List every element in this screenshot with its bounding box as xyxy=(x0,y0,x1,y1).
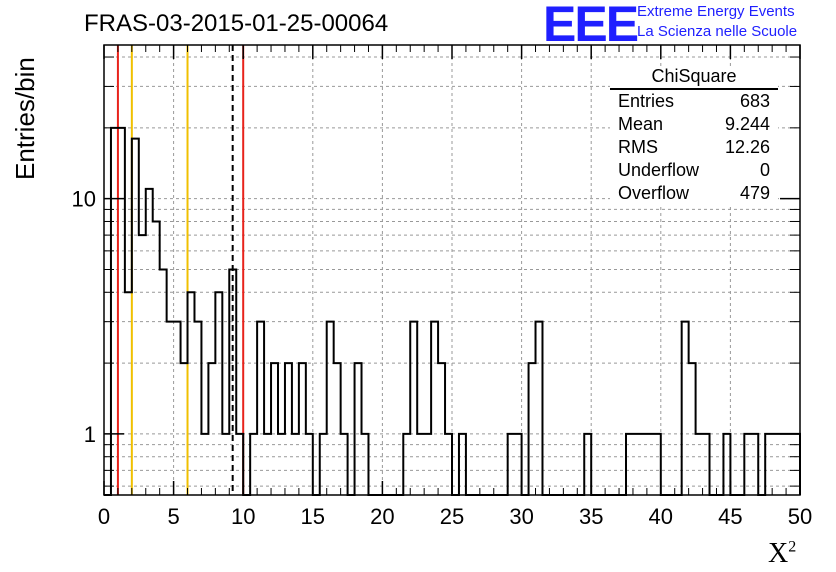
stats-row-overflow: Overflow 479 xyxy=(618,183,770,203)
histogram-bin-4 xyxy=(139,235,146,495)
stats-row-underflow: Underflow 0 xyxy=(618,160,770,180)
histogram-bin-1 xyxy=(118,128,125,495)
y-tick-label: 10 xyxy=(72,187,96,212)
reference-lines xyxy=(116,45,245,495)
histogram-bin-8 xyxy=(167,322,174,495)
histogram-bin-45 xyxy=(536,322,543,495)
stats-row-entries: Entries 683 xyxy=(618,91,770,111)
x-tick-label: 20 xyxy=(370,504,394,529)
histogram-bin-52 xyxy=(682,322,689,495)
histogram-bin-7 xyxy=(160,269,167,495)
histogram-bin-12 xyxy=(194,322,201,495)
histogram-bin-20 xyxy=(257,322,264,495)
x-axis-label: X2 xyxy=(768,538,797,569)
x-tick-label: 35 xyxy=(579,504,603,529)
plot-title: FRAS-03-2015-01-25-00064 xyxy=(84,10,389,37)
x-tick-label: 50 xyxy=(788,504,812,529)
stats-row-rms: RMS 12.26 xyxy=(618,137,770,157)
histogram-bin-35 xyxy=(410,322,417,495)
histogram-bin-44 xyxy=(529,363,536,495)
x-tick-label: 30 xyxy=(509,504,533,529)
histogram-bin-29 xyxy=(327,322,334,495)
histogram-bin-38 xyxy=(431,322,438,495)
histogram-bin-0 xyxy=(111,128,118,495)
histogram-bin-32 xyxy=(355,363,362,495)
histogram-bin-11 xyxy=(188,292,195,495)
histogram-bin-6 xyxy=(153,221,160,495)
histogram-bin-39 xyxy=(438,363,445,495)
y-axis: 1 10 xyxy=(72,56,800,487)
histogram-bin-30 xyxy=(334,363,341,495)
histogram-bin-2 xyxy=(125,292,132,495)
x-tick-label: 25 xyxy=(440,504,464,529)
stats-box: ChiSquare Entries 683 Mean 9.244 RMS 12.26 … xyxy=(610,66,778,205)
x-tick-label: 45 xyxy=(718,504,742,529)
histogram-bin-26 xyxy=(299,363,306,495)
logo-subtitle-1: Extreme Energy Events xyxy=(637,3,795,20)
histogram-bin-53 xyxy=(689,363,696,495)
histogram-bin-22 xyxy=(271,363,278,495)
x-tick-label: 15 xyxy=(301,504,325,529)
stats-row-mean: Mean 9.244 xyxy=(618,114,770,134)
histogram-bin-10 xyxy=(181,363,188,495)
x-tick-label: 40 xyxy=(649,504,673,529)
histogram-bin-15 xyxy=(215,292,222,495)
x-tick-label: 0 xyxy=(98,504,110,529)
logo-subtitle-2: La Scienza nelle Scuole xyxy=(637,23,798,40)
histogram-bin-24 xyxy=(285,363,292,495)
x-axis: 0 5 10 15 20 25 30 35 40 45 50 xyxy=(98,45,812,529)
y-tick-label: 1 xyxy=(84,422,96,447)
stats-title: ChiSquare xyxy=(610,66,778,90)
y-axis-label: Entries/bin xyxy=(10,57,40,180)
x-tick-label: 5 xyxy=(167,504,179,529)
eee-logo: EEE xyxy=(543,0,639,52)
histogram-bin-17 xyxy=(229,269,236,495)
histogram-bin-14 xyxy=(208,363,215,495)
x-tick-label: 10 xyxy=(231,504,255,529)
histogram-bin-3 xyxy=(132,139,139,495)
histogram-bin-9 xyxy=(174,322,181,495)
